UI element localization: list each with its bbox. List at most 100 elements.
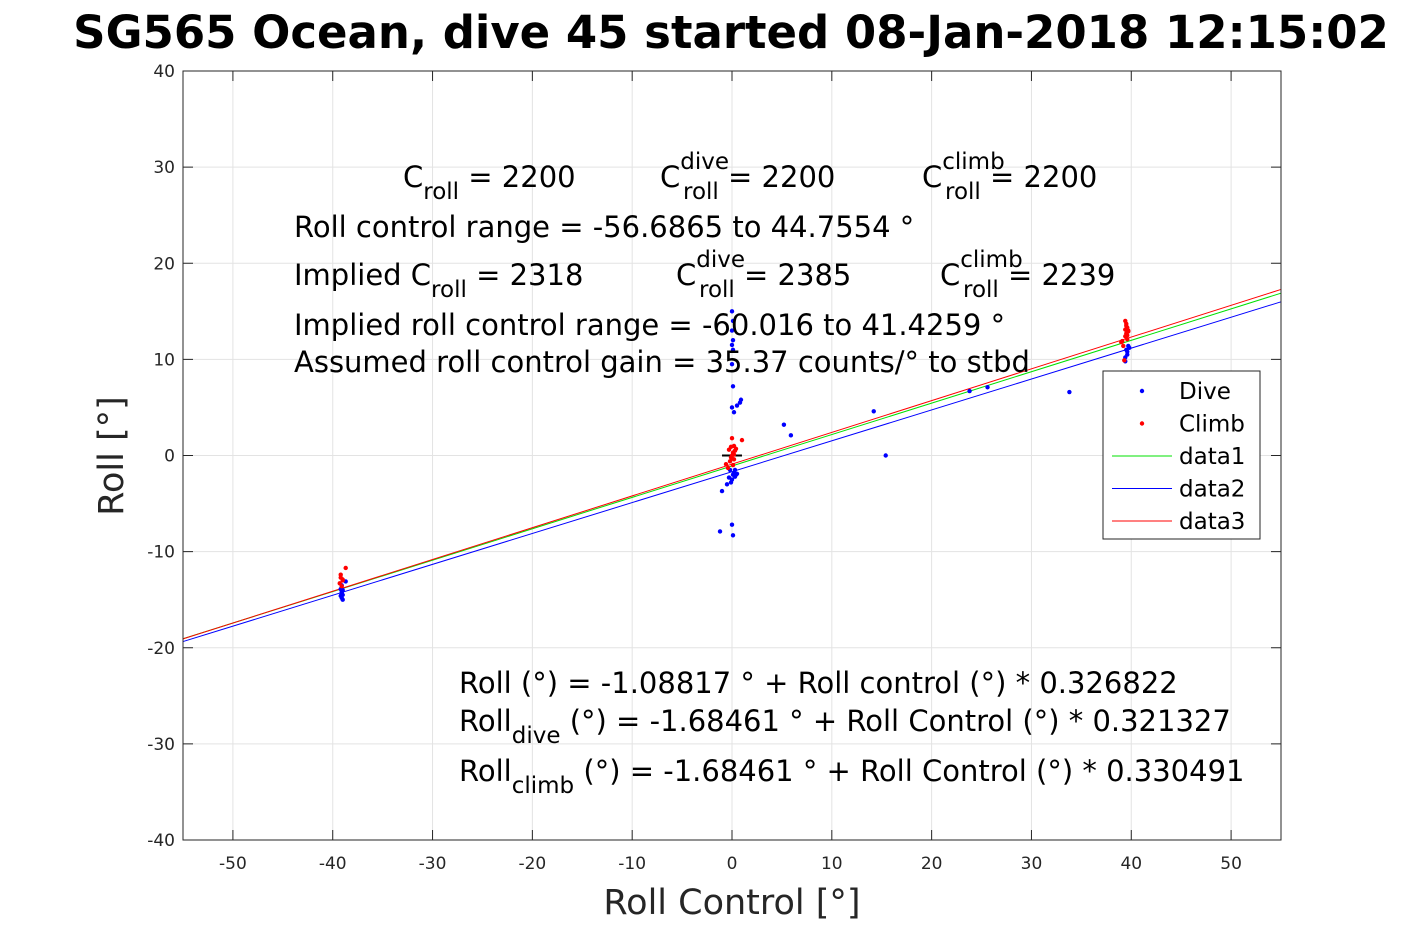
data-point-dive <box>788 433 794 438</box>
data-point-dive <box>967 388 972 394</box>
data-point-dive <box>1125 349 1130 354</box>
x-tick-label: -50 <box>219 854 247 874</box>
x-tick-label: 10 <box>821 854 843 874</box>
data-point-climb <box>739 437 745 443</box>
x-axis-label: Roll Control [°] <box>603 883 860 923</box>
annotation-fit-climb: Rollclimb (°) = -1.68461 ° + Roll Contro… <box>459 754 1244 799</box>
data-point-climb <box>725 465 731 471</box>
annotation-roll-control-gain: Assumed roll control gain = 35.37 counts… <box>294 345 1030 379</box>
data-point-dive <box>724 482 730 487</box>
data-point-dive <box>731 410 737 415</box>
data-point-dive <box>339 590 344 596</box>
x-tick-label: -20 <box>518 854 546 874</box>
y-tick-label: 30 <box>153 158 175 178</box>
plot-area: Croll = 2200 Cdive roll = 2200 Cclimb roll… <box>147 62 1282 874</box>
data-point-climb <box>723 461 729 467</box>
y-tick-label: 40 <box>153 62 175 82</box>
annotation-implied-c-dive-roll: Cdive roll = 2385 <box>676 247 851 303</box>
data-point-dive <box>730 347 736 352</box>
data-point-climb <box>1124 323 1129 328</box>
annotation-c-climb-roll: Cclimb roll = 2200 <box>922 149 1097 205</box>
data-point-dive <box>729 405 735 410</box>
annotation-implied-roll-control-range: Implied roll control range = -60.016 to … <box>294 308 1005 342</box>
data-point-climb <box>727 459 733 464</box>
data-point-dive <box>1067 389 1072 395</box>
data-point-dive <box>1127 345 1132 351</box>
data-point-dive <box>719 488 725 494</box>
y-tick-label: 20 <box>153 254 175 274</box>
legend: Dive Climb data1 data2 data3 <box>1102 370 1261 540</box>
legend-label: Climb <box>1179 412 1245 438</box>
x-tick-label: 20 <box>921 854 943 874</box>
legend-label: Dive <box>1179 379 1231 405</box>
data-point-dive <box>730 533 736 538</box>
y-tick-label: -40 <box>147 831 175 851</box>
data-point-climb <box>1123 327 1128 332</box>
legend-box <box>1102 370 1261 540</box>
data-point-climb <box>1119 339 1124 345</box>
annotation-c-dive-roll: Cdive roll = 2200 <box>660 149 835 205</box>
annotation-implied-c-roll: Implied Croll = 2318 <box>294 258 583 303</box>
data-point-dive <box>734 471 740 476</box>
legend-label: data1 <box>1179 444 1245 470</box>
data-point-dive <box>728 480 734 485</box>
data-point-dive <box>729 361 735 367</box>
data-point-dive <box>729 328 735 333</box>
y-tick-label: 10 <box>153 350 175 370</box>
x-tick-label: 0 <box>727 854 738 874</box>
annotations: Croll = 2200 Cdive roll = 2200 Cclimb roll… <box>294 149 1244 799</box>
data-point-climb <box>1125 336 1130 342</box>
data-point-dive <box>738 397 744 402</box>
annotation-c-roll: Croll = 2200 <box>403 160 576 205</box>
data-point-dive <box>985 385 990 390</box>
x-tick-label: -30 <box>419 854 447 874</box>
data-point-climb <box>729 435 735 441</box>
data-point-climb <box>1125 333 1130 338</box>
annotation-fit-dive: Rolldive (°) = -1.68461 ° + Roll Control… <box>459 704 1231 749</box>
legend-marker-climb <box>1139 421 1145 426</box>
x-tick-label: 50 <box>1220 854 1242 874</box>
data-point-climb <box>1122 358 1127 363</box>
y-tick-label: -30 <box>147 735 175 755</box>
y-tick-label: -10 <box>147 543 175 563</box>
data-point-dive <box>729 522 735 527</box>
data-point-dive <box>726 475 732 480</box>
data-point-dive <box>730 384 736 389</box>
data-point-dive <box>340 597 345 602</box>
x-tick-label: 30 <box>1021 854 1043 874</box>
x-tick-label: -40 <box>319 854 347 874</box>
data-point-climb <box>728 455 734 460</box>
annotation-implied-c-climb-roll: Cclimb roll = 2239 <box>940 247 1115 303</box>
legend-marker-dive <box>1139 388 1145 394</box>
data-point-climb <box>339 584 344 589</box>
y-tick-label: 0 <box>164 447 175 467</box>
data-point-dive <box>729 309 735 314</box>
chart-title: SG565 Ocean, dive 45 started 08-Jan-2018… <box>73 6 1389 59</box>
legend-label: data3 <box>1179 509 1245 535</box>
data-point-dive <box>871 409 876 414</box>
series-line-data2 <box>182 301 1282 643</box>
data-point-climb <box>733 446 739 451</box>
plot-content <box>182 288 1282 643</box>
data-point-dive <box>717 529 723 534</box>
data-point-dive <box>732 467 738 473</box>
axis-ticks: -50 -40 -30 -20 -10 0 10 20 30 40 50 -40 -30 -20 -10 0 1… <box>147 62 1281 874</box>
data-point-dive <box>781 422 787 427</box>
legend-label: data2 <box>1179 477 1245 503</box>
annotation-roll-control-range: Roll control range = -56.6865 to 44.7554… <box>294 210 914 244</box>
data-point-climb <box>338 575 343 580</box>
data-point-dive <box>730 337 736 343</box>
y-axis-label: Roll [°] <box>92 396 132 516</box>
data-point-climb <box>728 444 734 450</box>
y-tick-label: -20 <box>147 639 175 659</box>
data-point-dive <box>730 318 736 324</box>
annotation-fit-all: Roll (°) = -1.08817 ° + Roll control (°)… <box>459 666 1178 700</box>
data-point-dive <box>734 403 740 408</box>
data-point-dive <box>729 342 735 348</box>
x-tick-label: -10 <box>618 854 646 874</box>
data-point-climb <box>730 462 736 468</box>
data-point-dive <box>883 453 888 458</box>
x-tick-label: 40 <box>1120 854 1142 874</box>
data-point-climb <box>1121 343 1126 349</box>
